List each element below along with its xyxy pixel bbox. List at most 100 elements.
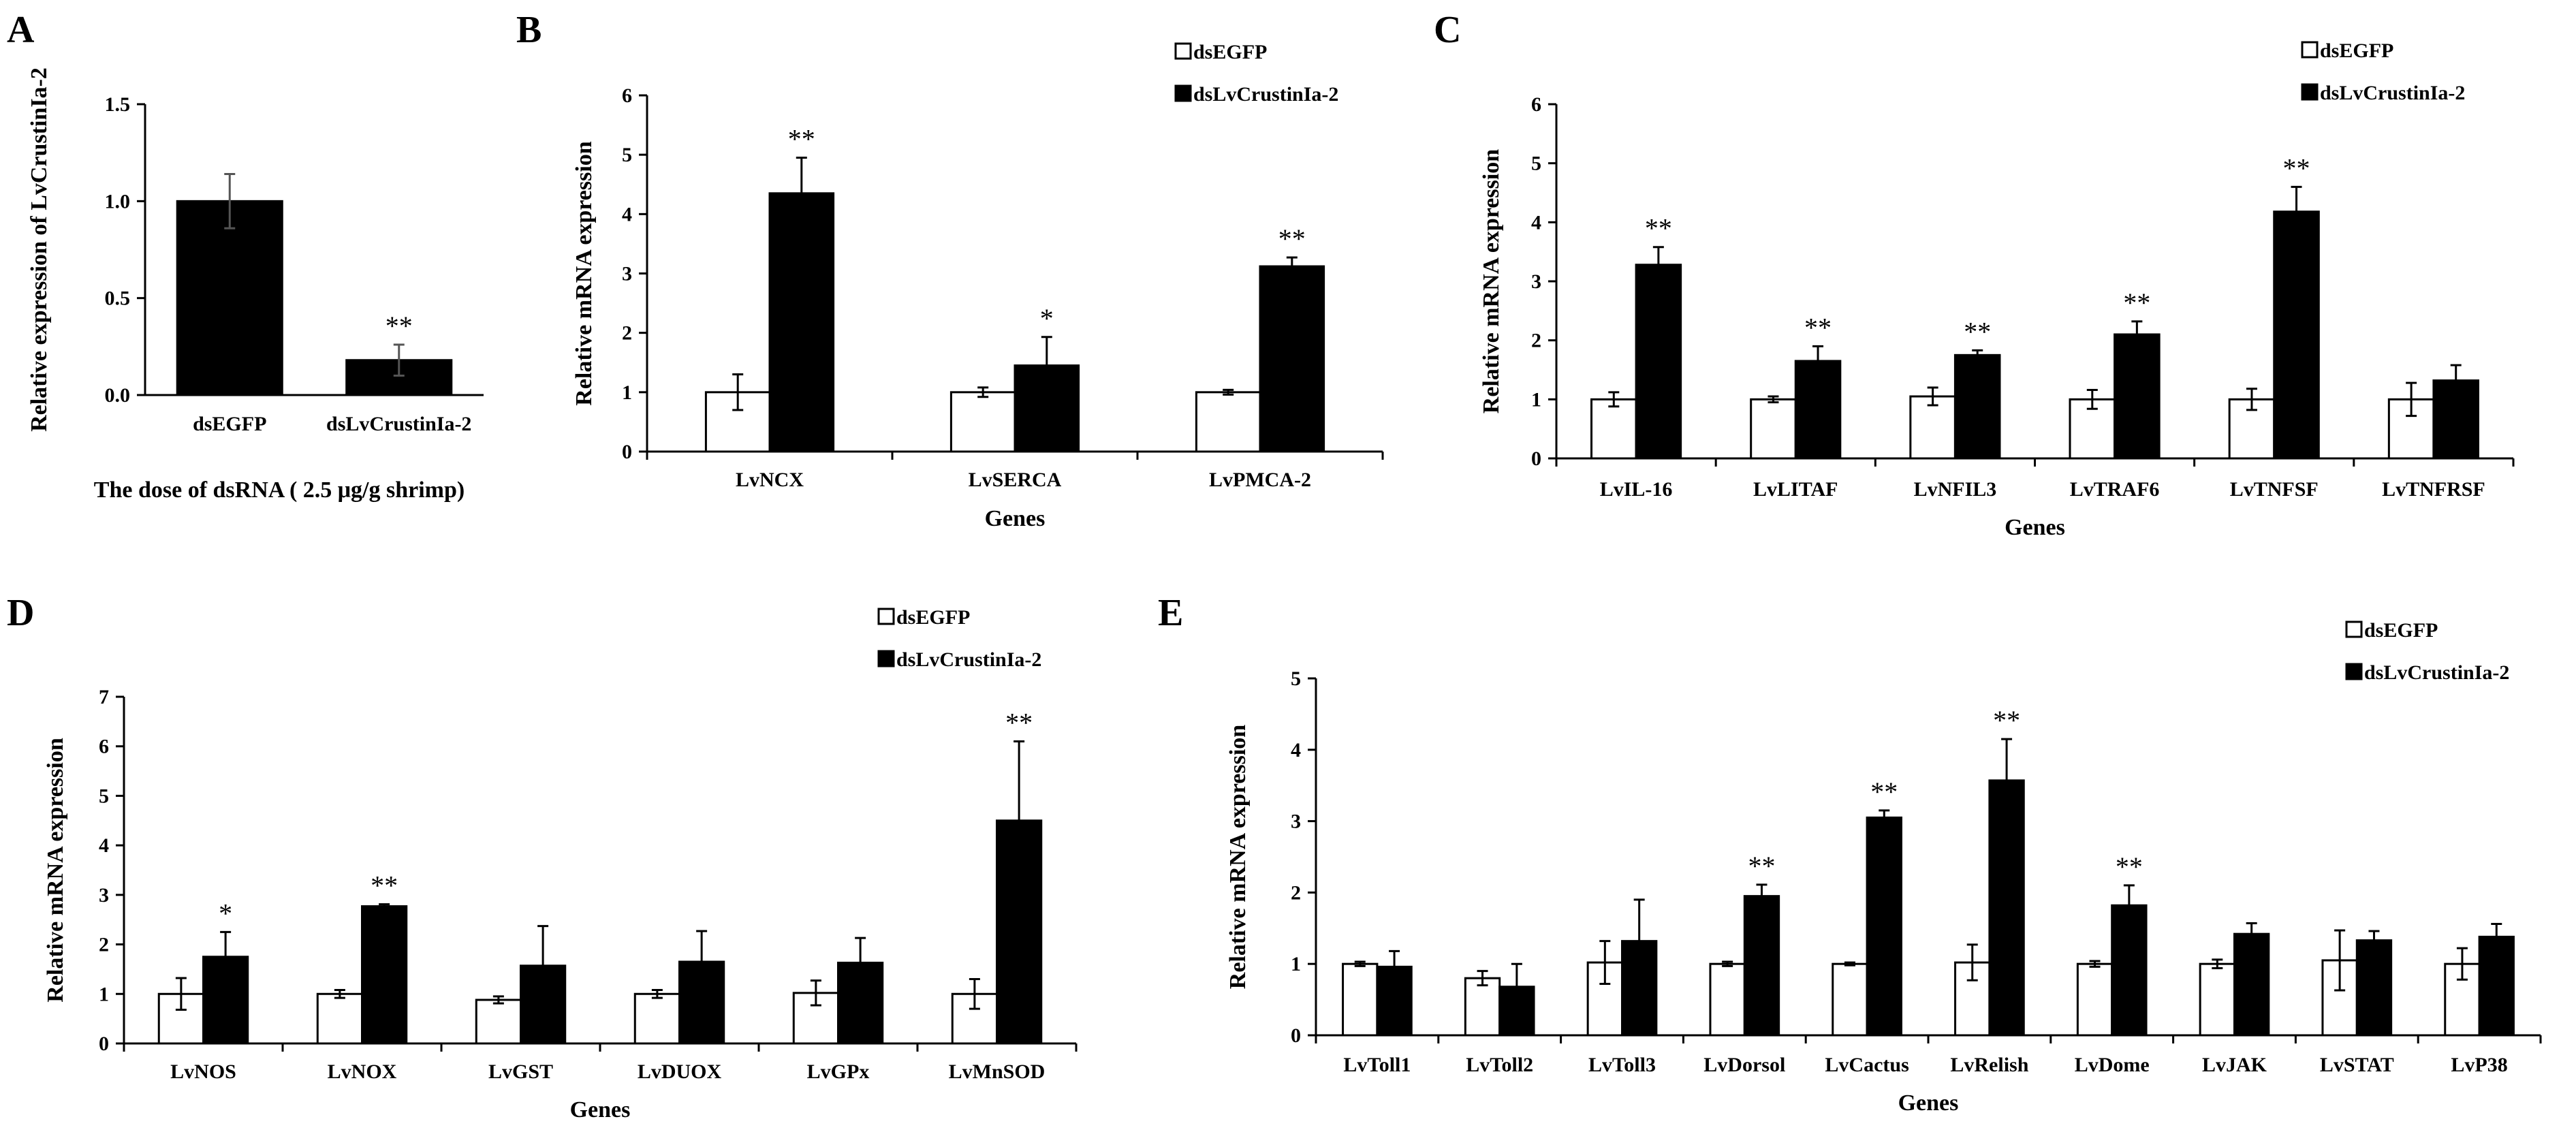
x-category-label: LvSERCA [969,469,1062,491]
y-tick-label: 1 [99,983,109,1005]
y-tick-label: 2 [1531,330,1541,352]
chart-panel-a: 0.0 0.5 1.0 1.5 dsEGFP ** dsLvCrustinIa-2 Relat… [27,67,484,503]
significance-label: ** [371,870,398,901]
legend-label: dsEGFP [2320,40,2393,62]
y-tick-label: 2 [99,934,109,956]
x-category-label: LvJAK [2202,1054,2267,1076]
x-category-label: LvMnSOD [949,1060,1046,1083]
legend-label: dsLvCrustinIa-2 [1193,83,1338,106]
bar-dslvcrustinia2 [2114,333,2161,460]
y-axis-title: Relative mRNA expression [43,738,68,1003]
significance-label: ** [1005,707,1033,738]
x-category-label: LvP38 [2451,1054,2507,1076]
y-tick-label: 7 [99,686,109,708]
significance-label: ** [2123,287,2150,318]
x-category-label: LvTNFSF [2230,478,2319,501]
bar-dsegfp [475,999,522,1045]
y-tick-label: 5 [1531,153,1541,175]
significance-label: ** [1804,312,1832,343]
x-axis-title: Genes [570,1097,631,1122]
legend-label: dsLvCrustinIa-2 [2364,661,2509,684]
y-tick-label: 0.5 [105,287,131,310]
bar-dslvcrustinia2 [1866,816,1902,1037]
y-tick-label: 0 [1531,447,1541,470]
y-tick-label: 3 [99,884,109,907]
x-category-label: LvDome [2075,1054,2150,1076]
bar-dslvcrustinia2 [1635,264,1682,460]
y-axis-title: Relative mRNA expression [571,141,597,406]
legend-label: dsEGFP [1193,41,1267,63]
y-tick-label: 5 [1291,667,1301,690]
significance-label: ** [788,124,815,155]
chart-panel-e: 0 1 2 3 4 5 LvToll1 LvToll2 LvToll3 ** LvDorsol ** L… [1225,619,2542,1116]
bar-dslvcrustinia2 [1988,779,2025,1037]
bar-dslvcrustinia2 [2111,904,2148,1037]
bar-dsegfp [2069,398,2116,460]
y-tick-label: 0.0 [105,384,131,407]
bar-dslvcrustinia2 [1794,360,1842,460]
significance-label: ** [2116,851,2143,882]
bar-dslvcrustinia2 [2355,939,2393,1037]
panel-label-e: E [1158,592,1183,634]
bar-dsegfp [1709,962,1746,1037]
x-category-label: LvRelish [1950,1054,2028,1076]
legend-swatch [1174,42,1192,60]
significance-label: ** [1645,213,1672,244]
significance-label: ** [1278,223,1306,254]
bar-dsegfp [2076,962,2114,1037]
x-axis-title: The dose of dsRNA ( 2.5 μg/g shrimp) [94,477,465,503]
y-tick-label: 2 [622,322,632,345]
legend-label: dsLvCrustinIa-2 [2320,82,2465,104]
significance-label: ** [1964,316,1991,347]
y-tick-label: 1 [1531,388,1541,411]
y-tick-label: 0 [99,1033,109,1055]
x-category-label: LvDUOX [638,1060,722,1083]
y-tick-label: 1 [622,381,632,404]
legend-label: dsEGFP [2364,619,2438,642]
legend-swatch [2301,41,2319,59]
x-category-label: LvLITAF [1753,478,1838,501]
bar-dslvcrustinia2 [2233,932,2270,1037]
legend-swatch [877,650,895,667]
legend-swatch [877,608,895,625]
y-tick-label: 4 [1531,211,1541,234]
bar-dsegfp [1195,391,1261,453]
x-category-label: LvTRAF6 [2070,478,2160,501]
y-tick-label: 3 [1531,270,1541,293]
y-axis-title: Relative mRNA expression [1479,149,1504,414]
bar-dslvcrustinia2 [1259,265,1325,453]
x-category-label: LvGST [488,1060,553,1083]
significance-label: * [1040,303,1054,334]
chart-panel-d: 0 1 2 3 4 5 6 7 * LvNOS ** LvNOX LvGST LvDUOX LvGPx ** L… [43,606,1078,1122]
x-category-label: LvGPx [807,1060,870,1083]
x-category-label: LvTNFRSF [2382,478,2485,501]
bar-dslvcrustinia2 [768,192,835,453]
x-category-label: LvToll2 [1466,1054,1533,1076]
legend-swatch [1174,84,1192,102]
bar-dslvcrustinia2 [2478,935,2515,1037]
x-axis-title: Genes [2005,515,2065,540]
significance-label: ** [1870,776,1898,807]
y-tick-label: 6 [622,84,632,107]
bar-dsegfp [1590,398,1637,460]
x-category-label: LvIL-16 [1600,478,1673,501]
x-category-label: LvNOX [328,1060,397,1083]
bar-dsegfp [1464,977,1501,1037]
y-tick-label: 2 [1291,881,1301,904]
y-tick-label: 4 [1291,739,1301,761]
y-tick-label: 3 [1291,811,1301,833]
panel-label-c: C [1434,9,1461,51]
chart-panel-c: 0 1 2 3 4 5 6 ** LvIL-16 ** LvLITAF ** LvNFIL3 ** LvTR… [1479,40,2515,540]
bar-dsegfp [2199,962,2236,1037]
x-category-label: LvSTAT [2320,1054,2394,1076]
y-tick-label: 4 [622,203,632,225]
y-tick-label: 6 [99,736,109,758]
x-category-label: LvNOS [170,1060,236,1083]
bar-dsegfp [1954,961,1991,1037]
panel-label-a: A [7,9,35,51]
x-category-label: LvDorsol [1703,1054,1785,1076]
significance-label: ** [1748,851,1775,881]
significance-label: ** [2283,153,2310,183]
panel-label-b: B [516,9,541,51]
y-tick-label: 0 [1291,1024,1301,1047]
